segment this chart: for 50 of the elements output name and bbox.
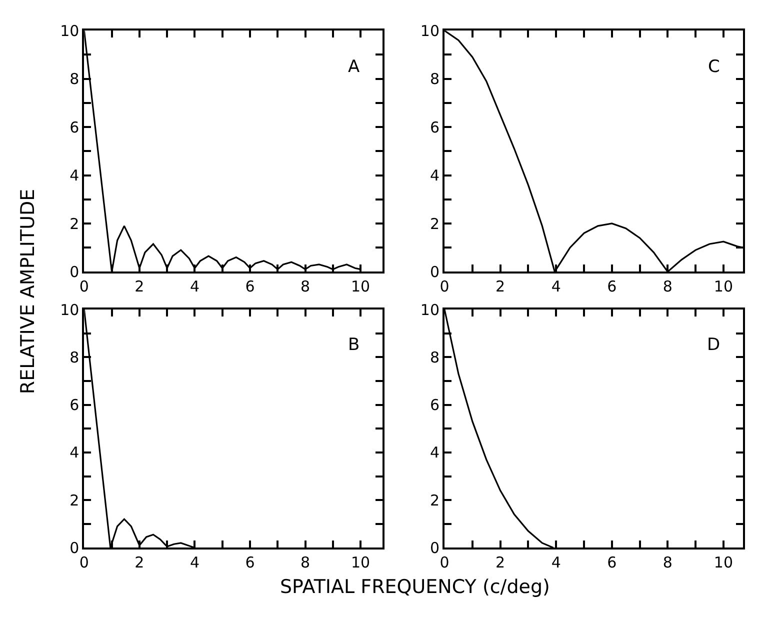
annotation: C	[708, 57, 720, 77]
x-tick-label: 4	[551, 554, 561, 572]
x-tick-label: 8	[300, 554, 310, 572]
x-tick-label: 6	[607, 278, 617, 296]
y-tick-label: 10	[420, 22, 440, 40]
y-tick-label: 2	[430, 214, 440, 233]
x-tick-label: 4	[551, 278, 561, 296]
y-tick-label: 4	[430, 444, 440, 462]
y-tick-label: 8	[70, 70, 80, 88]
y-tick-label: 0	[430, 538, 440, 557]
y-tick-label: 6	[70, 396, 80, 414]
x-tick-label: 6	[245, 554, 255, 572]
x-tick-label: 8	[662, 554, 672, 572]
x-tick-label: 8	[300, 278, 310, 296]
x-tick-label: 2	[496, 554, 506, 572]
y-tick-label: 6	[70, 118, 80, 136]
y-tick-label: 8	[430, 348, 440, 366]
y-tick-label: 0	[430, 262, 440, 281]
y-tick-label: 2	[70, 491, 80, 510]
y-tick-label: 8	[70, 348, 80, 366]
y-tick-label: 0	[70, 538, 80, 557]
annotation: A	[348, 57, 360, 77]
x-tick-label: 4	[190, 278, 200, 296]
annotation: B	[348, 335, 360, 355]
x-tick-label: 4	[190, 554, 200, 572]
x-tick-label: 10	[350, 278, 370, 296]
y-tick-label: 10	[60, 22, 80, 40]
x-tick-label: 2	[134, 278, 144, 296]
y-tick-label: 0	[70, 262, 80, 281]
y-tick-label: 2	[70, 214, 80, 233]
y-tick-label: 10	[60, 300, 80, 319]
y-tick-label: 6	[430, 396, 440, 414]
x-tick-label: 6	[245, 278, 255, 296]
y-tick-label: 6	[430, 118, 440, 136]
x-tick-label: 10	[714, 554, 734, 572]
y-tick-label: 10	[420, 300, 440, 319]
y-axis-title: RELATIVE AMPLITUDE	[16, 188, 39, 394]
y-tick-label: 4	[70, 444, 80, 462]
x-tick-label: 2	[134, 554, 144, 572]
x-tick-label: 8	[662, 278, 672, 296]
x-tick-label: 2	[496, 278, 506, 296]
y-tick-label: 2	[430, 491, 440, 510]
x-tick-label: 10	[350, 554, 370, 572]
annotation: D	[707, 335, 720, 355]
y-tick-label: 8	[430, 70, 440, 88]
y-tick-label: 4	[430, 166, 440, 185]
y-tick-label: 4	[70, 166, 80, 185]
x-tick-label: 6	[607, 554, 617, 572]
x-axis-title: SPATIAL FREQUENCY (c/deg)	[280, 576, 550, 598]
x-tick-label: 10	[714, 278, 734, 296]
